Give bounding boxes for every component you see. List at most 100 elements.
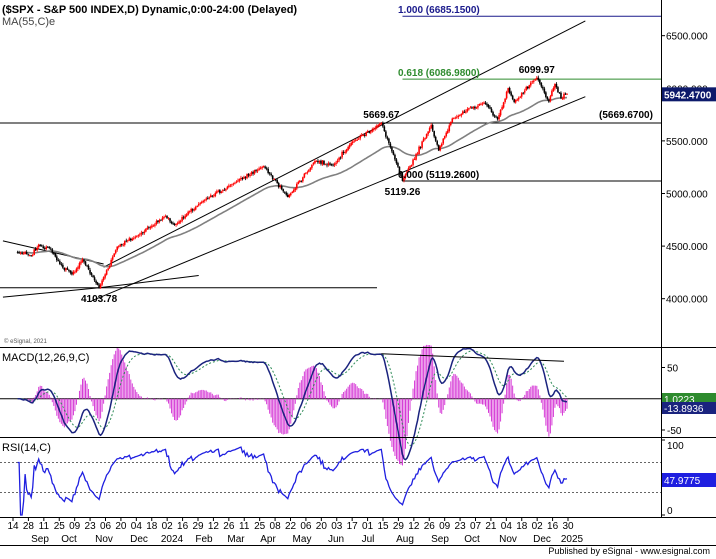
candle xyxy=(146,225,149,230)
candle-body xyxy=(376,125,378,128)
candle-body xyxy=(283,191,286,193)
price-panel[interactable]: 6500.0006000.0005500.0005000.0004500.000… xyxy=(0,5,716,306)
candle-body xyxy=(462,111,464,114)
x-tick-label: 17 xyxy=(347,521,359,532)
candle xyxy=(365,131,368,137)
candle-body xyxy=(427,131,429,135)
candle xyxy=(143,229,146,235)
candle xyxy=(540,82,543,89)
candle-body xyxy=(203,200,206,201)
candle xyxy=(102,276,105,282)
candle xyxy=(289,192,292,197)
fib-label: 0.000 (5119.2600) xyxy=(398,170,479,181)
candle-body xyxy=(436,141,438,145)
candle xyxy=(514,99,517,104)
macd-panel[interactable]: 500-501.0223-13.8936 xyxy=(0,344,716,466)
x-tick-label: 11 xyxy=(39,521,50,532)
candle-body xyxy=(341,151,343,158)
candle xyxy=(306,170,309,175)
candle-body xyxy=(250,172,253,175)
candle-body xyxy=(407,168,410,172)
candle-body xyxy=(457,115,460,117)
candle-body xyxy=(380,123,383,124)
candle-body xyxy=(161,217,164,220)
candle xyxy=(160,219,162,221)
candle-body xyxy=(237,180,239,182)
candle-body xyxy=(68,270,70,271)
candle xyxy=(217,189,220,193)
candle xyxy=(345,148,348,154)
candle-body xyxy=(21,252,23,254)
candle-body xyxy=(173,223,176,226)
candle xyxy=(507,87,509,94)
candle xyxy=(436,139,438,147)
candle xyxy=(379,122,381,127)
candle xyxy=(89,267,91,276)
candle xyxy=(179,219,182,224)
candle xyxy=(199,201,202,206)
candle xyxy=(305,172,307,175)
candle-body xyxy=(270,173,272,176)
candle-body xyxy=(564,93,567,95)
candle-body xyxy=(394,154,396,160)
x-month-label: Oct xyxy=(61,534,77,545)
candle xyxy=(249,172,251,178)
rsi-panel[interactable]: 100 0 47.9775 xyxy=(0,439,716,517)
candle-body xyxy=(285,192,288,195)
candle-body xyxy=(365,132,368,136)
candle xyxy=(111,255,114,262)
candle-body xyxy=(469,107,472,109)
candle-body xyxy=(288,194,291,198)
candle xyxy=(24,250,26,255)
candle-body xyxy=(474,106,476,109)
candle-body xyxy=(342,152,345,153)
candle-body xyxy=(184,215,186,219)
candle xyxy=(558,91,561,94)
candle-body xyxy=(243,176,245,179)
x-tick-label: 23 xyxy=(455,521,467,532)
candle xyxy=(43,246,46,251)
candle-body xyxy=(200,201,203,203)
candle-body xyxy=(179,221,182,222)
candle xyxy=(175,223,177,227)
macd-badge-signal-text: 1.0223 xyxy=(664,395,695,406)
trendline xyxy=(91,96,586,302)
candle xyxy=(309,167,312,172)
candle xyxy=(178,219,180,225)
candle xyxy=(542,85,544,91)
candle xyxy=(468,107,470,111)
candle-body xyxy=(95,280,97,284)
candle xyxy=(105,269,108,276)
candle xyxy=(511,94,514,101)
trendline xyxy=(2,287,100,298)
candle-body xyxy=(74,271,76,273)
candle xyxy=(303,172,306,179)
candle xyxy=(176,221,179,226)
candle xyxy=(122,243,125,247)
fib-label: 0.618 (6086.9800) xyxy=(398,68,480,79)
candle xyxy=(273,178,275,180)
candle xyxy=(398,166,401,175)
candle xyxy=(276,178,278,184)
candle xyxy=(566,93,568,95)
candle xyxy=(84,260,87,267)
candle-body xyxy=(60,263,63,265)
candle xyxy=(386,135,389,141)
candle xyxy=(437,144,440,152)
candle xyxy=(505,90,508,100)
candle xyxy=(513,98,515,104)
candle-body xyxy=(320,160,322,164)
candle xyxy=(466,107,469,113)
candle xyxy=(419,146,422,150)
candle-body xyxy=(98,284,100,288)
candle-body xyxy=(209,195,212,198)
candle xyxy=(170,220,173,225)
candle-body xyxy=(468,108,470,110)
candle-body xyxy=(336,160,339,163)
candle-body xyxy=(362,135,365,136)
candle-body xyxy=(286,194,289,197)
candle xyxy=(270,172,272,177)
candle-body xyxy=(543,88,546,93)
candle xyxy=(196,205,199,208)
candle-body xyxy=(92,275,94,278)
